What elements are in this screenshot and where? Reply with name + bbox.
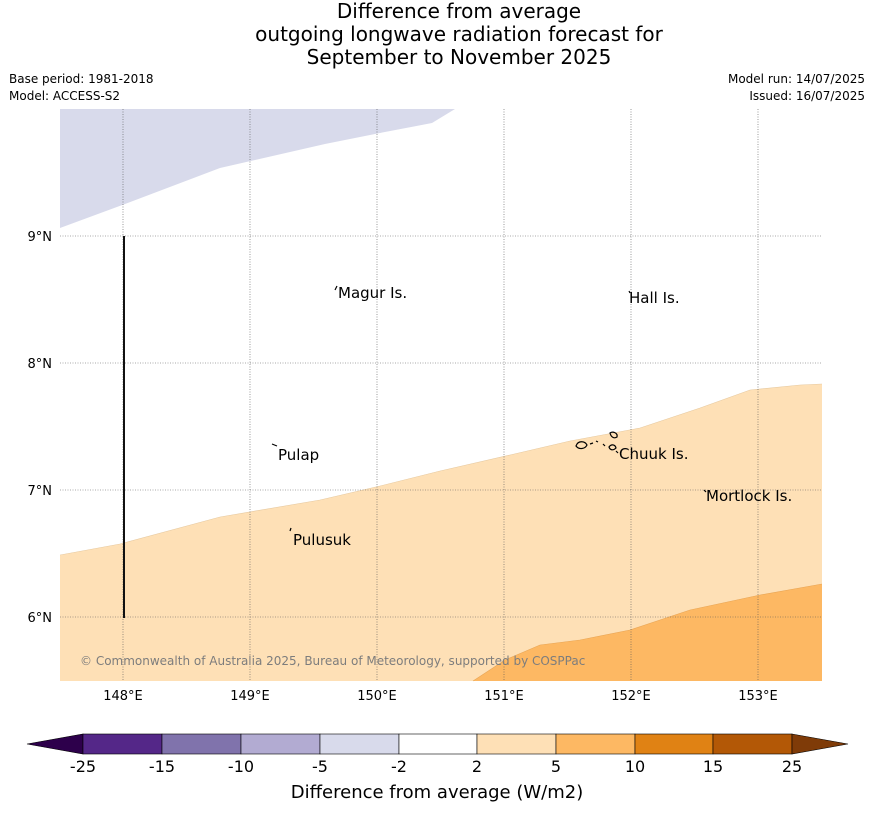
map-title: Difference from average outgoing longwav… — [0, 0, 873, 69]
lon-tick-149e: 149°E — [230, 689, 270, 704]
model-run: Model run: 14/07/2025 — [727, 72, 865, 86]
place-label-pulusuk: Pulusuk — [293, 531, 351, 549]
colorbar-label: 2 — [472, 757, 482, 776]
colorbar-extend-high — [791, 733, 849, 755]
place-label-pulap: Pulap — [278, 446, 319, 464]
region-2-to-5 — [60, 384, 822, 681]
colorbar-label: -15 — [149, 757, 175, 776]
place-label-hall: Hall Is. — [629, 289, 680, 307]
colorbar-label: -25 — [70, 757, 96, 776]
colorbar-segment-1 — [82, 733, 163, 755]
island-chuuk — [575, 431, 619, 454]
title-line-3: September to November 2025 — [306, 45, 612, 69]
map-panel: Magur Is. Hall Is. Pulap Chuuk Is. Mortl… — [59, 109, 823, 682]
lat-tick-8n: 8°N — [28, 357, 53, 372]
contour-5 — [472, 583, 823, 682]
lon-tick-153e: 153°E — [738, 689, 778, 704]
colorbar-segment-6 — [476, 733, 557, 755]
colorbar-segment-7 — [555, 733, 636, 755]
title-line-2: outgoing longwave radiation forecast for — [255, 22, 663, 46]
lon-tick-148e: 148°E — [103, 689, 143, 704]
colorbar: -25 -15 -10 -5 -2 2 5 10 15 25 Differenc… — [26, 733, 849, 803]
meta-right: Model run: 14/07/2025 Issued: 16/07/2025 — [728, 71, 865, 105]
lon-tick-labels: 148°E 149°E 150°E 151°E 152°E 153°E — [103, 689, 778, 704]
colorbar-segment-8 — [634, 733, 714, 755]
lat-tick-9n: 9°N — [28, 230, 53, 245]
lon-tick-151e: 151°E — [484, 689, 524, 704]
island-pulusuk — [289, 527, 292, 532]
lat-tick-6n: 6°N — [28, 611, 53, 626]
island-markers — [271, 285, 707, 532]
colorbar-segment-5 — [398, 733, 478, 755]
colorbar-label: -5 — [312, 757, 328, 776]
colorbar-label: 25 — [782, 757, 802, 776]
region-5-to-10 — [473, 584, 822, 681]
title-line-1: Difference from average — [336, 0, 582, 23]
colorbar-label: 15 — [703, 757, 723, 776]
colorbar-labels: -25 -15 -10 -5 -2 2 5 10 15 25 — [70, 757, 802, 776]
place-label-magur: Magur Is. — [338, 284, 407, 302]
meta-left: Base period: 1981-2018 Model: ACCESS-S2 — [9, 71, 154, 105]
colorbar-label: -2 — [391, 757, 407, 776]
colorbar-label: 10 — [625, 757, 645, 776]
colorbar-label: 5 — [551, 757, 561, 776]
copyright-notice: © Commonwealth of Australia 2025, Bureau… — [80, 654, 585, 668]
colorbar-segment-4 — [319, 733, 400, 755]
island-magur — [334, 285, 338, 291]
colorbar-label: -10 — [228, 757, 254, 776]
model-name: Model: ACCESS-S2 — [9, 89, 121, 103]
island-mortlock — [703, 489, 707, 493]
colorbar-segment-9 — [712, 733, 793, 755]
region-minus5-to-minus2 — [60, 109, 455, 228]
colorbar-extend-low — [26, 733, 84, 755]
place-label-chuuk: Chuuk Is. — [619, 445, 688, 463]
contour-2 — [59, 383, 823, 556]
colorbar-title: Difference from average (W/m2) — [291, 782, 583, 803]
colorbar-segment-2 — [161, 733, 242, 755]
lat-tick-7n: 7°N — [28, 484, 53, 499]
base-period: Base period: 1981-2018 — [9, 72, 154, 86]
island-pulap — [271, 443, 278, 447]
island-hall — [628, 290, 631, 294]
place-label-mortlock: Mortlock Is. — [706, 487, 792, 505]
lon-tick-152e: 152°E — [611, 689, 651, 704]
colorbar-segment-3 — [240, 733, 321, 755]
lon-tick-150e: 150°E — [357, 689, 397, 704]
issued-date: Issued: 16/07/2025 — [749, 89, 865, 103]
lat-tick-labels: 9°N 8°N 7°N 6°N — [28, 230, 53, 626]
